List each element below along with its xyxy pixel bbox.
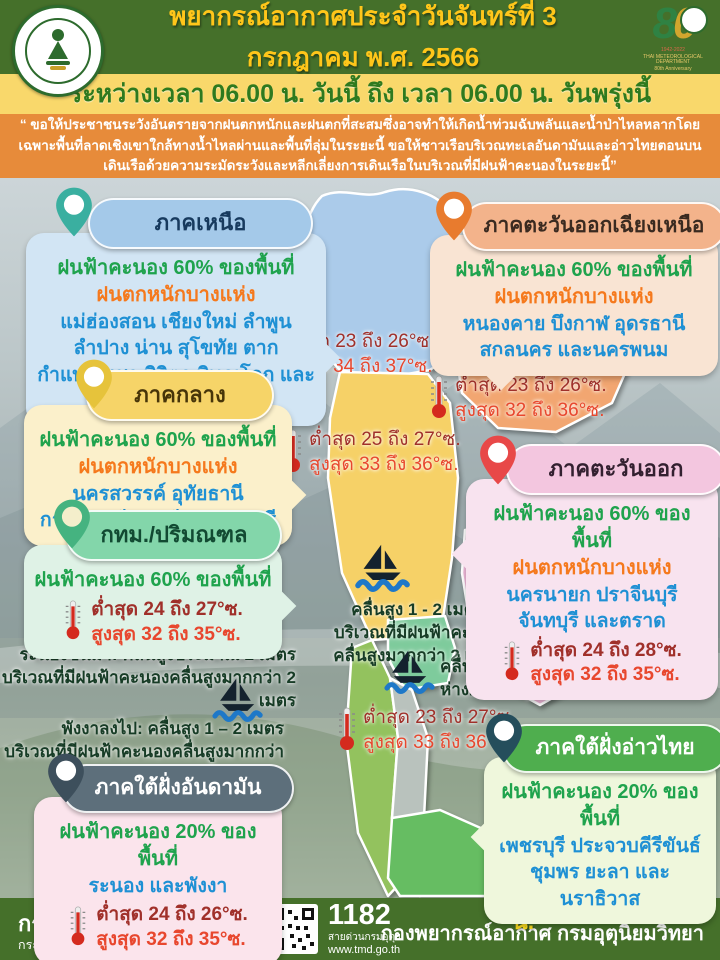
rain-chance: ฝนฟ้าคะนอง 60% ของพื้นที่ (34, 569, 272, 591)
location-pin-icon (52, 498, 92, 555)
temperature-northeast: ต่ำสุด 23 ถึง 26°ซ. สูงสุด 32 ถึง 36°ซ. (428, 374, 607, 425)
map-area: ภาคเหนือ ฝนฟ้าคะนอง 60% ของพื้นที่ ฝนตกห… (0, 178, 720, 960)
wave-note: คลื่นสูง 1 - 2 เมตร (351, 599, 484, 619)
region-card-north: ภาคเหนือ ฝนฟ้าคะนอง 60% ของพื้นที่ ฝนตกห… (26, 187, 341, 427)
province-list: นครนายก ปราจีนบุรี จันทบุรี และตราด (506, 584, 678, 633)
hotline-number: 1182 (328, 899, 391, 931)
sea-upper-gulf: คลื่นสูง 1 - 2 เมตร บริเวณที่มีฝนฟ้าคะนอ… (315, 542, 520, 668)
temperature-south-andaman: ต่ำสุด 24 ถึง 26°ซ. สูงสุด 32 ถึง 35°ซ. (42, 903, 274, 952)
temp-max: สูงสุด 32 ถึง 35°ซ. (96, 929, 246, 950)
rain-chance: ฝนฟ้าคะนอง 60% ของพื้นที่ (39, 429, 277, 451)
location-pin-icon (54, 186, 94, 243)
location-pin-icon (484, 712, 524, 769)
heavy-rain-note: ฝนตกหนักบางแห่ง (494, 286, 654, 308)
region-bubble-north: ฝนฟ้าคะนอง 60% ของพื้นที่ ฝนตกหนักบางแห่… (26, 233, 341, 427)
forecast-period: ระหว่างเวลา 06.00 น. วันนี้ ถึง เวลา 06.… (68, 80, 652, 108)
region-card-bangkok: กทม./ปริมณฑล ฝนฟ้าคะนอง 60% ของพื้นที่ ต… (24, 499, 297, 660)
temp-min: ต่ำสุด 24 ถึง 27°ซ. (91, 599, 243, 620)
header-bar: พยากรณ์อากาศประจำวันจันทร์ที่ 3 กรกฎาคม … (0, 0, 720, 97)
thermometer-icon (336, 706, 358, 757)
temp-max: สูงสุด 32 ถึง 35°ซ. (91, 623, 241, 645)
sea-andaman-boat (212, 676, 264, 729)
sailboat-icon (212, 676, 264, 729)
hotline-block: 1182 สายด่วนกรมอุตุฯ www.tmd.go.th (328, 901, 401, 956)
region-card-northeast: ภาคตะวันออกเฉียงเหนือ ฝนฟ้าคะนอง 60% ของ… (430, 191, 720, 391)
deity-figure-icon (46, 29, 70, 70)
region-bubble-northeast: ฝนฟ้าคะนอง 60% ของพื้นที่ ฝนตกหนักบางแห่… (430, 235, 718, 391)
temperature-bangkok: ต่ำสุด 24 ถึง 27°ซ. สูงสุด 32 ถึง 35°ซ. (32, 598, 274, 647)
temp-min: ต่ำสุด 24 ถึง 26°ซ. (96, 904, 248, 926)
website-link: www.tmd.go.th (328, 944, 401, 956)
forecast-period-bar: ระหว่างเวลา 06.00 น. วันนี้ ถึง เวลา 06.… (0, 74, 720, 114)
region-card-south-gulf: ภาคใต้ฝั่งอ่าวไทย ฝนฟ้าคะนอง 20% ของพื้น… (470, 713, 720, 924)
region-bubble-south-gulf: ฝนฟ้าคะนอง 20% ของพื้นที่ เพชรบุรี ประจว… (470, 757, 716, 924)
heavy-rain-note: ฝนตกหนักบางแห่ง (78, 456, 238, 478)
wave-note: พังงาลงไป: คลื่นสูง 1 – 2 เมตร (61, 719, 284, 738)
sailboat-icon (355, 542, 520, 599)
location-pin-icon (46, 752, 86, 809)
sea-lower-gulf-boat (384, 648, 436, 701)
page-title: พยากรณ์อากาศประจำวันจันทร์ที่ 3 กรกฎาคม … (169, 1, 557, 72)
region-title-bangkok: กทม./ปริมณฑล (66, 510, 282, 561)
temp-min: ต่ำสุด 23 ถึง 27°ซ. (363, 707, 515, 728)
region-title-south-andaman: ภาคใต้ฝั่งอันดามัน (62, 764, 294, 813)
temperature-central: ต่ำสุด 25 ถึง 27°ซ. สูงสุด 33 ถึง 36°ซ. (282, 428, 461, 479)
rain-chance: ฝนฟ้าคะนอง 60% ของพื้นที่ (57, 257, 295, 279)
location-pin-icon (434, 190, 474, 247)
temperature-east: ต่ำสุด 24 ถึง 28°ซ. สูงสุด 32 ถึง 35°ซ. (474, 639, 710, 688)
region-title-north: ภาคเหนือ (88, 198, 313, 249)
ministry-seal-logo (12, 5, 104, 97)
thermometer-icon (502, 640, 522, 687)
temp-min: ต่ำสุด 24 ถึง 28°ซ. (530, 639, 682, 661)
region-bubble-east: ฝนฟ้าคะนอง 60% ของพื้นที่ ฝนตกหนักบางแห่… (451, 479, 718, 700)
temperature-south-gulf: ต่ำสุด 23 ถึง 27°ซ. สูงสุด 33 ถึง 36°ซ. (336, 706, 515, 757)
wave-note: บริเวณที่มีฝนฟ้าคะนอง (333, 622, 502, 642)
sailboat-icon (384, 648, 436, 701)
rain-chance: ฝนฟ้าคะนอง 20% ของพื้นที่ (59, 821, 257, 870)
ministry-seal-inner (25, 18, 91, 84)
region-title-south-gulf: ภาคใต้ฝั่งอ่าวไทย (502, 724, 720, 773)
region-title-central: ภาคกลาง (86, 370, 274, 421)
warning-band: “ ขอให้ประชาชนระวังอันตรายจากฝนตกหนักและ… (0, 114, 720, 178)
anniversary-years: 1942-2022 (661, 47, 685, 53)
heavy-rain-note: ฝนตกหนักบางแห่ง (96, 284, 256, 306)
temp-max: สูงสุด 32 ถึง 35°ซ. (530, 664, 680, 686)
province-list: ระนอง และพังงา (88, 875, 228, 897)
region-bubble-bangkok: ฝนฟ้าคะนอง 60% ของพื้นที่ ต่ำสุด 24 ถึง … (24, 545, 297, 660)
warning-text: “ ขอให้ประชาชนระวังอันตรายจากฝนตกหนักและ… (18, 116, 702, 174)
thermometer-icon (68, 905, 88, 952)
footer-dept: กองพยากรณ์อากาศ กรมอุตุนิยมวิทยา (380, 923, 704, 945)
temp-max: สูงสุด 32 ถึง 36°ซ. (455, 399, 605, 421)
thermometer-icon (63, 599, 83, 646)
location-pin-icon (74, 358, 114, 415)
wave-note: บริเวณที่มีฝนฟ้าคะนองคลื่นสูงมากกว่า 2 เ… (2, 667, 296, 710)
anniversary-dept: THAI METEOROLOGICAL DEPARTMENT (643, 54, 703, 65)
rain-chance: ฝนฟ้าคะนอง 60% ของพื้นที่ (493, 503, 691, 552)
temp-max: สูงสุด 33 ถึง 36°ซ. (363, 731, 513, 753)
province-list: เพชรบุรี ประจวบคีรีขันธ์ ชุมพร ยะลา และน… (499, 835, 701, 910)
temp-min: ต่ำสุด 23 ถึง 26°ซ. (455, 375, 607, 396)
location-pin-icon (478, 434, 518, 491)
region-card-east: ภาคตะวันออก ฝนฟ้าคะนอง 60% ของพื้นที่ ฝน… (451, 434, 720, 700)
tmd-mini-seal (680, 6, 708, 34)
region-bubble-south-andaman: ฝนฟ้าคะนอง 20% ของพื้นที่ ระนอง และพังงา… (34, 797, 282, 960)
tmd-80th-anniversary-logo: 80 1942-2022 THAI METEOROLOGICAL DEPARTM… (632, 2, 714, 72)
hotline-label: สายด่วนกรมอุตุฯ (328, 932, 401, 943)
rain-chance: ฝนฟ้าคะนอง 60% ของพื้นที่ (455, 259, 693, 281)
region-title-northeast: ภาคตะวันออกเฉียงเหนือ (462, 202, 720, 251)
temp-min: ต่ำสุด 25 ถึง 27°ซ. (309, 429, 461, 450)
rain-chance: ฝนฟ้าคะนอง 20% ของพื้นที่ (501, 781, 699, 830)
province-list: หนองคาย บึงกาฬ อุดรธานี สกลนคร และนครพนม (462, 313, 686, 362)
heavy-rain-note: ฝนตกหนักบางแห่ง (512, 557, 672, 579)
thermometer-icon (428, 374, 450, 425)
region-title-east: ภาคตะวันออก (506, 444, 720, 495)
anniversary-label: 80th Anniversary (654, 66, 692, 72)
region-card-south-andaman: ภาคใต้ฝั่งอันดามัน ฝนฟ้าคะนอง 20% ของพื้… (34, 753, 294, 960)
wave-note: คลื่นสูงมากกว่า 2 เมตร (333, 645, 502, 665)
temp-max: สูงสุด 33 ถึง 36°ซ. (309, 453, 459, 475)
